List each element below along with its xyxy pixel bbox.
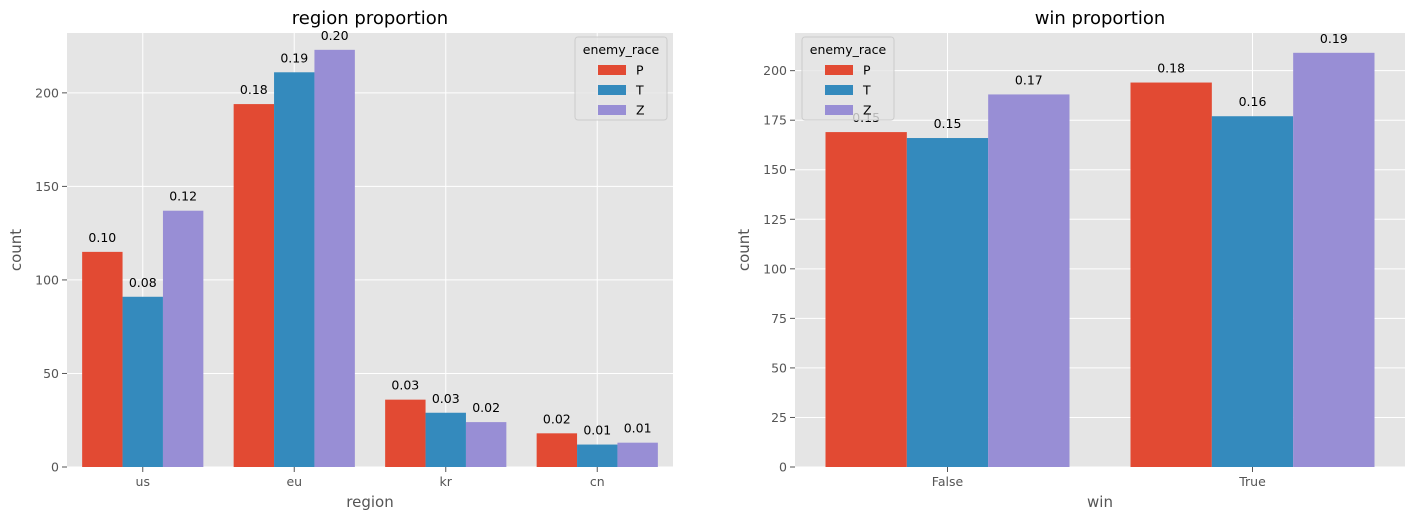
legend: enemy_race PTZ	[574, 36, 668, 121]
legend-swatch-T	[598, 85, 626, 95]
y-tick-label: 150	[35, 179, 59, 194]
bar-value-label: 0.15	[934, 116, 962, 131]
bar-T-us	[122, 296, 163, 467]
bar-T-False	[906, 138, 989, 467]
legend-label-T: T	[635, 83, 644, 98]
legend-swatch-P	[825, 65, 853, 75]
legend-label-P: P	[636, 63, 644, 78]
x-axis-label: win	[1087, 493, 1113, 511]
y-tick-label: 125	[763, 212, 787, 227]
bar-value-label: 0.19	[1320, 31, 1348, 46]
bar-value-label: 0.02	[472, 400, 500, 415]
y-tick-label: 25	[771, 410, 787, 425]
bar-T-kr	[425, 412, 466, 467]
bar-value-label: 0.01	[624, 421, 652, 436]
y-tick-label: 150	[763, 162, 787, 177]
bar-T-eu	[274, 72, 315, 467]
bar-value-label: 0.16	[1239, 94, 1267, 109]
x-tick-label: False	[932, 474, 964, 489]
legend-title: enemy_race	[810, 42, 887, 57]
bar-Z-True	[1293, 52, 1375, 467]
bar-T-True	[1211, 116, 1294, 467]
x-tick-label: kr	[440, 474, 453, 489]
bar-value-label: 0.10	[88, 230, 116, 245]
chart-title: region proportion	[292, 8, 448, 29]
y-tick-label: 0	[779, 460, 787, 475]
bar-Z-eu	[314, 49, 355, 467]
legend-swatch-Z	[825, 105, 853, 115]
x-tick-label: us	[136, 474, 150, 489]
legend-label-P: P	[863, 63, 871, 78]
y-tick-label: 100	[763, 261, 787, 276]
bar-Z-False	[988, 94, 1070, 468]
bar-value-label: 0.19	[280, 50, 308, 65]
legend-title: enemy_race	[583, 42, 660, 57]
bar-value-label: 0.12	[169, 189, 197, 204]
bar-value-label: 0.18	[240, 82, 268, 97]
bar-Z-kr	[465, 422, 507, 467]
x-tick-label: True	[1238, 474, 1266, 489]
chart-0: 0 50 100 150 200 us eu kr cn 0.10 0.18 0.03 0.02 0.08…	[7, 8, 673, 511]
bar-value-label: 0.02	[543, 411, 571, 426]
bar-T-cn	[577, 444, 618, 467]
y-axis-label: count	[7, 229, 25, 271]
bar-value-label: 0.08	[129, 275, 157, 290]
legend-swatch-T	[825, 85, 853, 95]
y-tick-label: 50	[43, 366, 59, 381]
legend-label-Z: Z	[863, 103, 872, 118]
y-tick-label: 50	[771, 360, 787, 375]
legend: enemy_race PTZ	[801, 36, 895, 121]
bar-value-label: 0.17	[1015, 72, 1043, 87]
y-tick-label: 0	[51, 460, 59, 475]
y-axis-label: count	[735, 229, 753, 271]
chart-title: win proportion	[1035, 8, 1166, 29]
legend-label-Z: Z	[636, 103, 645, 118]
legend-box	[574, 36, 668, 121]
bar-value-label: 0.20	[321, 28, 349, 43]
bar-P-us	[82, 251, 123, 467]
bar-P-False	[825, 132, 907, 467]
bar-value-label: 0.01	[583, 423, 611, 438]
x-tick-label: eu	[286, 474, 302, 489]
x-axis-label: region	[346, 493, 393, 511]
bar-Z-cn	[617, 442, 658, 467]
legend-box	[801, 36, 895, 121]
legend-swatch-Z	[598, 105, 626, 115]
y-tick-label: 100	[35, 272, 59, 287]
bar-value-label: 0.03	[432, 391, 460, 406]
bar-value-label: 0.03	[391, 378, 419, 393]
y-tick-label: 200	[35, 85, 59, 100]
legend-label-T: T	[862, 83, 871, 98]
y-tick-label: 175	[763, 113, 787, 128]
y-tick-label: 75	[771, 311, 787, 326]
bar-P-kr	[385, 399, 426, 467]
legend-swatch-P	[598, 65, 626, 75]
bar-value-label: 0.18	[1157, 61, 1185, 76]
bar-Z-us	[162, 210, 204, 467]
chart-1: 0 25 50 75 100 125 150 175 200 False True 0.15 0.18 0…	[735, 8, 1405, 511]
bar-P-cn	[536, 433, 578, 467]
bar-P-True	[1130, 82, 1212, 467]
bar-P-eu	[233, 104, 275, 467]
x-tick-label: cn	[590, 474, 605, 489]
y-tick-label: 200	[763, 63, 787, 78]
